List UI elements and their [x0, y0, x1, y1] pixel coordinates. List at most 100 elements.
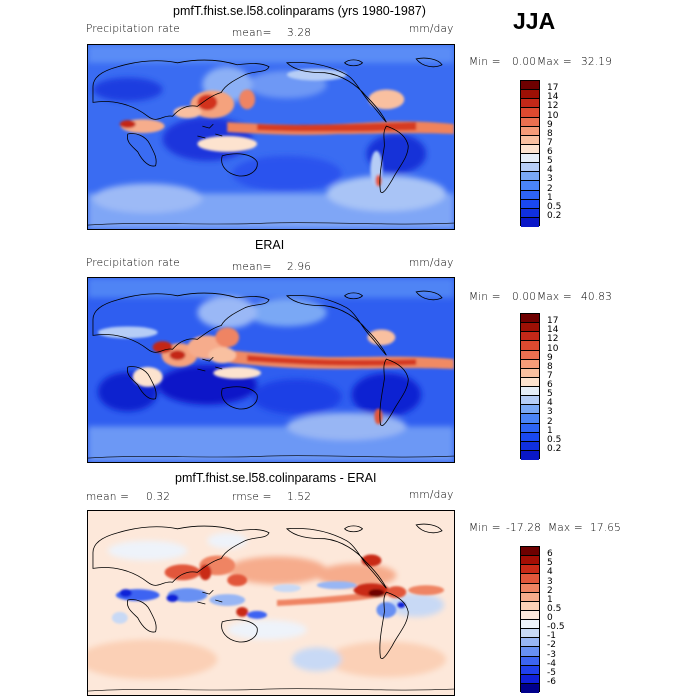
colorbar-swatch [521, 217, 539, 227]
colorbar-tick-label: -5 [547, 667, 556, 678]
colorbar-swatch [521, 368, 539, 378]
colorbar-swatch [521, 547, 539, 557]
colorbar-swatch [521, 556, 539, 566]
colorbar-tick-label: 8 [547, 361, 553, 372]
panel3-colorbar [520, 546, 540, 693]
colorbar-tick-label: 0.2 [547, 210, 562, 221]
panel3-rmse-label: rmse = [232, 491, 272, 503]
colorbar-tick-label: -3 [547, 649, 556, 660]
colorbar-swatch [521, 341, 539, 351]
colorbar-swatch [521, 601, 539, 611]
colorbar-swatch [521, 190, 539, 200]
colorbar-tick-label: 6 [547, 147, 553, 157]
colorbar-swatch [521, 656, 539, 666]
colorbar-tick-label: 0.5 [547, 434, 562, 445]
colorbar-tick-label: 12 [547, 334, 559, 345]
panel2-max-label: Max = [537, 291, 572, 303]
panel3-max-value: 17.65 [590, 522, 622, 534]
panel3-difference-map [87, 510, 455, 696]
colorbar-swatch [521, 81, 539, 91]
panel2-min-value: 0.00 [512, 291, 537, 303]
panel2-min-label: Min = [469, 291, 501, 303]
colorbar-tick-label: 1 [547, 425, 553, 436]
colorbar-swatch [521, 332, 539, 342]
colorbar-swatch [521, 163, 539, 173]
panel2-title: ERAI [255, 238, 285, 252]
colorbar-tick-label: 4 [547, 567, 553, 578]
panel1-min-label: Min = [469, 56, 501, 68]
colorbar-tick-label: 14 [547, 325, 559, 336]
colorbar-tick-label: 9 [547, 119, 553, 130]
panel1-units: mm/day [409, 23, 454, 35]
panel1-mean-label: mean= [232, 27, 272, 39]
panel3-min-value: -17.28 [506, 522, 542, 534]
colorbar-tick-label: 0.5 [547, 603, 562, 614]
colorbar-tick-label: 17 [547, 83, 559, 94]
colorbar-tick-label: 4 [547, 398, 553, 409]
panel1-mean-value: 3.28 [287, 27, 312, 39]
colorbar-swatch [521, 647, 539, 657]
colorbar-tick-label: 2 [547, 183, 553, 194]
colorbar-tick-label: 12 [547, 101, 559, 112]
colorbar-tick-label: 0 [547, 613, 553, 623]
panel2-units: mm/day [409, 257, 454, 269]
colorbar-tick-label: 5 [547, 389, 553, 400]
colorbar-tick-label: 0.5 [547, 201, 562, 212]
colorbar-swatch [521, 674, 539, 684]
colorbar-swatch [521, 592, 539, 602]
colorbar-swatch [521, 620, 539, 630]
colorbar-swatch [521, 90, 539, 100]
panel3-units: mm/day [409, 489, 454, 501]
colorbar-swatch [521, 323, 539, 333]
colorbar-tick-label: 1 [547, 594, 553, 605]
colorbar-swatch [521, 638, 539, 648]
colorbar-swatch [521, 117, 539, 127]
colorbar-swatch [521, 126, 539, 136]
colorbar-swatch [521, 414, 539, 424]
panel2-mean-value: 2.96 [287, 261, 312, 273]
colorbar-swatch [521, 377, 539, 387]
colorbar-swatch [521, 629, 539, 639]
colorbar-tick-label: 6 [547, 380, 553, 390]
colorbar-tick-label: 6 [547, 549, 553, 560]
colorbar-swatch [521, 683, 539, 693]
colorbar-swatch [521, 387, 539, 397]
colorbar-tick-label: 14 [547, 92, 559, 103]
colorbar-tick-label: 1 [547, 192, 553, 203]
colorbar-swatch [521, 432, 539, 442]
colorbar-swatch [521, 423, 539, 433]
colorbar-tick-label: 9 [547, 352, 553, 363]
panel3-title: pmfT.fhist.se.l58.colinparams - ERAI [175, 471, 377, 485]
colorbar-swatch [521, 181, 539, 191]
colorbar-swatch [521, 99, 539, 109]
colorbar-tick-label: 3 [547, 174, 553, 185]
colorbar-tick-label: 7 [547, 137, 553, 148]
colorbar-swatch [521, 450, 539, 460]
colorbar-tick-label: 8 [547, 128, 553, 139]
colorbar-swatch [521, 199, 539, 209]
panel2-mean-label: mean= [232, 261, 272, 273]
colorbar-tick-label: 4 [547, 165, 553, 176]
season-label: JJA [513, 8, 556, 34]
colorbar-swatch [521, 172, 539, 182]
colorbar-swatch [521, 350, 539, 360]
colorbar-tick-label: 7 [547, 370, 553, 381]
colorbar-swatch [521, 208, 539, 218]
panel3-min-label: Min = [469, 522, 501, 534]
colorbar-swatch [521, 396, 539, 406]
colorbar-swatch [521, 144, 539, 154]
colorbar-tick-label: -4 [547, 658, 556, 669]
panel1-max-value: 32.19 [581, 56, 613, 68]
colorbar-swatch [521, 665, 539, 675]
colorbar-tick-label: 3 [547, 407, 553, 418]
colorbar-tick-label: -0.5 [547, 622, 565, 633]
panel1-precip-map [87, 44, 455, 230]
colorbar-swatch [521, 610, 539, 620]
colorbar-swatch [521, 583, 539, 593]
panel2-colorbar [520, 313, 540, 460]
colorbar-tick-label: 2 [547, 416, 553, 427]
colorbar-swatch [521, 565, 539, 575]
colorbar-swatch [521, 359, 539, 369]
panel2-variable-label: Precipitation rate [86, 257, 180, 269]
panel2-max-value: 40.83 [581, 291, 613, 303]
